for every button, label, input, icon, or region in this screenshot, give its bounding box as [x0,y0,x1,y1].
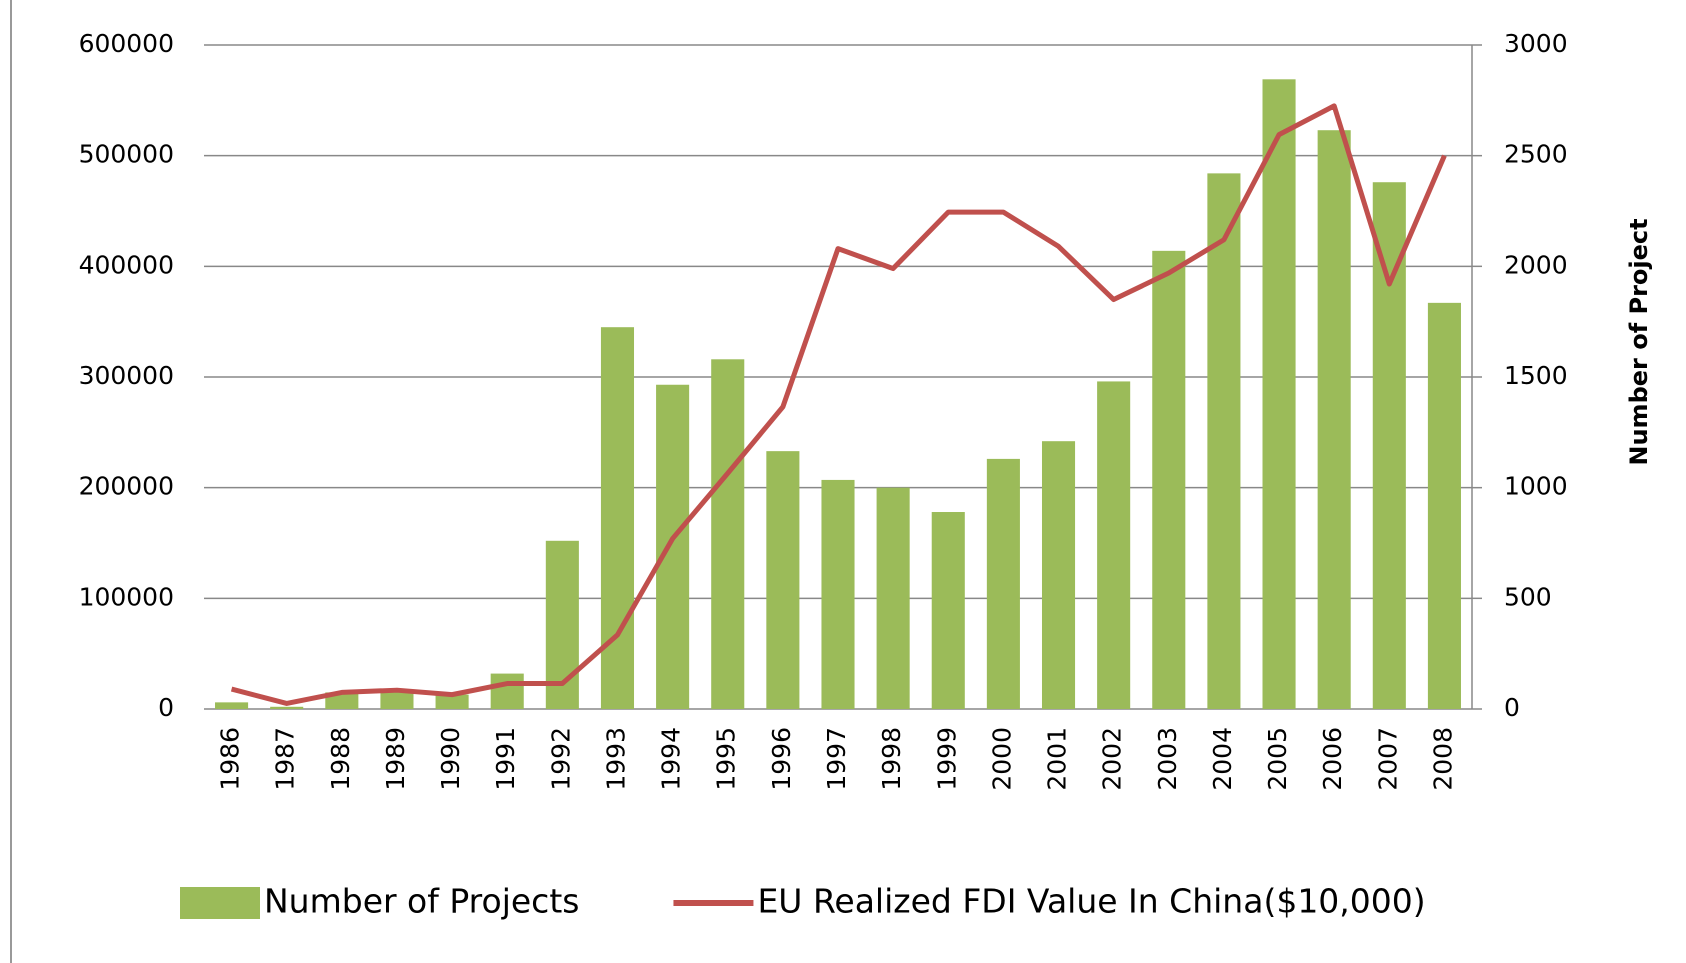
x-tick-label: 1993 [601,727,630,791]
x-tick-label: 1992 [546,727,575,791]
bar [711,359,745,709]
y2-tick-label: 3000 [1504,29,1568,58]
y2-tick-label: 1000 [1504,472,1568,501]
x-tick-label: 1987 [271,727,300,791]
bar [1097,381,1131,709]
bar [490,673,524,709]
y2-tick-label: 500 [1504,582,1552,611]
x-tick-label: 2006 [1318,727,1347,791]
x-tick-label: 2001 [1043,727,1072,791]
bar [1207,173,1241,709]
x-tick-label: 2000 [987,727,1016,791]
x-tick-label: 2002 [1098,727,1127,791]
y2-tick-label: 0 [1504,693,1520,722]
x-tick-label: 1995 [712,727,741,791]
bar [1427,302,1461,709]
bar [435,694,469,709]
bar [931,512,965,709]
bar [600,327,635,709]
bar [656,384,690,709]
y-tick-label: 400000 [79,250,174,279]
legend-swatch [180,887,260,919]
bar [766,451,800,709]
bar [986,458,1020,709]
x-tick-label: 2008 [1428,727,1457,791]
x-tick-label: 1997 [822,727,851,791]
bar [1152,250,1186,709]
legend-label: EU Realized FDI Value In China($10,000) [757,882,1425,921]
bar [1317,130,1351,710]
legend-label: Number of Projects [264,882,579,921]
x-tick-label: 1999 [932,727,961,791]
x-tick-label: 1988 [326,727,355,791]
x-tick-label: 1986 [216,727,245,791]
x-tick-label: 1991 [491,727,520,791]
y2-tick-label: 1500 [1504,361,1568,390]
y2-tick-label: 2500 [1504,140,1568,169]
x-tick-label: 2005 [1263,727,1292,791]
y2-tick-label: 2000 [1504,250,1568,279]
bar [876,487,910,709]
y-tick-label: 500000 [79,140,174,169]
y-tick-label: 600000 [79,29,174,58]
bar [1372,182,1406,709]
x-tick-label: 1998 [877,727,906,791]
legend: Number of Projects EU Realized FDI Value … [180,882,1426,921]
line [230,103,1447,706]
x-tick-label: 1989 [381,727,410,791]
bar [215,702,249,709]
x-tick-label: 2007 [1373,727,1402,791]
y-tick-label: 100000 [79,582,174,611]
y-tick-label: 0 [158,693,174,722]
bar [1262,79,1296,710]
bar [380,690,414,709]
bar [270,706,304,709]
bar [821,479,855,709]
x-tick-label: 1994 [657,727,686,791]
x-tick-label: 2003 [1153,727,1182,791]
y2-axis-label: Number of Project [1625,218,1653,465]
x-tick-label: 2004 [1208,727,1237,791]
bar [1041,441,1076,709]
x-tick-label: 1996 [767,727,796,791]
y-tick-label: 300000 [79,361,174,390]
x-tick-label: 1990 [436,727,465,791]
y-tick-label: 200000 [79,472,174,501]
